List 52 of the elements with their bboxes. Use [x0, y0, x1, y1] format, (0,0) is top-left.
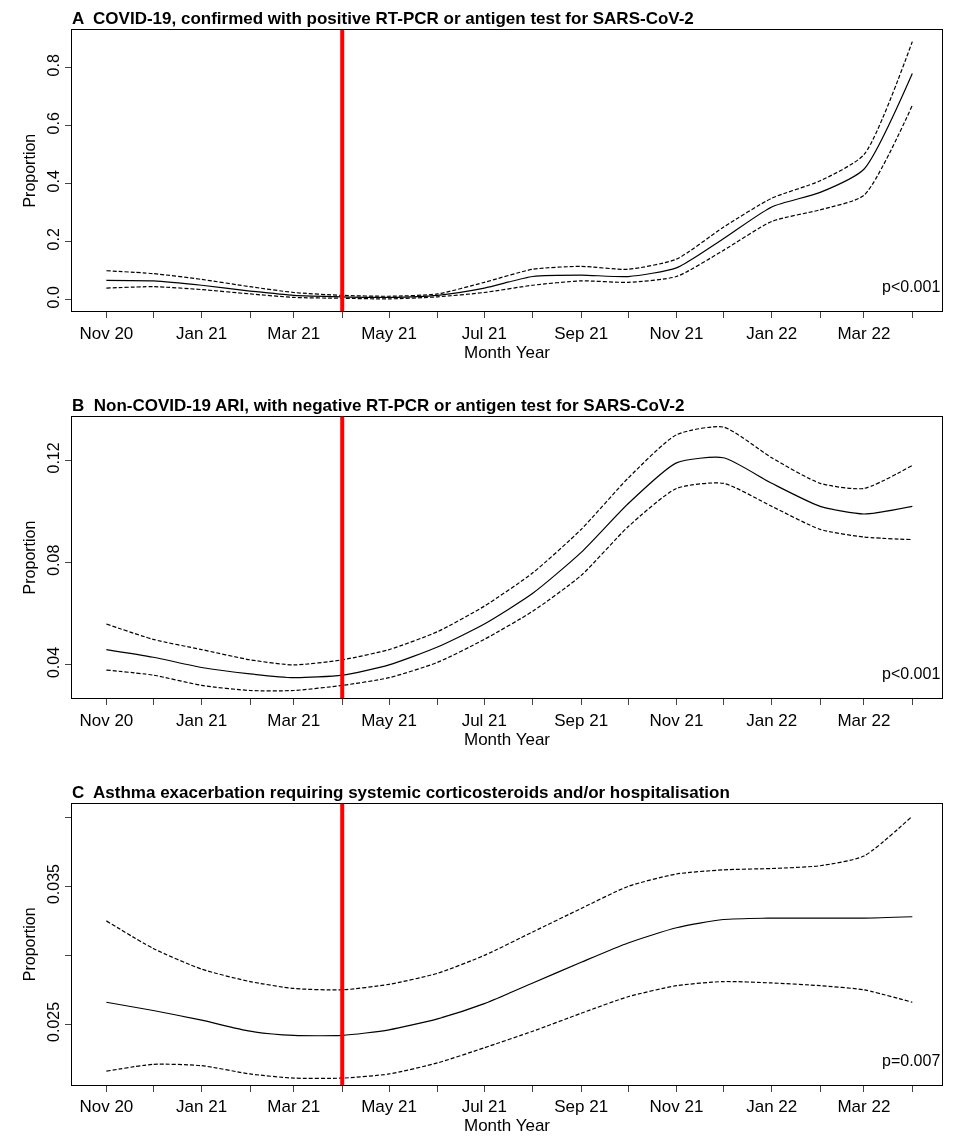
x-tick-label: Mar 21 — [267, 323, 321, 343]
x-axis-title: Month Year — [463, 1116, 551, 1136]
annotation: p=0.007 — [882, 1052, 941, 1069]
chart-title: C Asthma exacerbation requiring systemic corticosteroids and/or hospitalisation — [72, 783, 730, 802]
x-tick-label: Jul 21 — [461, 323, 508, 343]
x-tick-label: Jan 21 — [176, 323, 228, 343]
x-tick-label: Nov 20 — [79, 710, 134, 730]
line-series — [105, 916, 913, 1037]
x-tick-label: Mar 22 — [837, 1097, 891, 1117]
x-tick-label: Mar 22 — [837, 323, 891, 343]
x-tick-label: Mar 22 — [837, 710, 891, 730]
annotation: p<0.001 — [882, 278, 941, 295]
line-series — [105, 426, 913, 666]
y-tick-label: 0.2 — [44, 228, 62, 251]
x-axis-title: Month Year — [463, 729, 551, 749]
line-series — [105, 815, 913, 991]
x-tick-label: May 21 — [361, 1097, 417, 1117]
x-tick-label: Nov 21 — [649, 710, 704, 730]
y-axis-title: Proportion — [21, 520, 39, 595]
x-tick-label: Nov 21 — [649, 1097, 704, 1117]
x-tick-label: Jan 22 — [746, 710, 798, 730]
x-axis-title: Month Year — [463, 342, 551, 362]
y-tick-label: 0.4 — [44, 170, 62, 193]
chart-title: B Non-COVID-19 ARI, with negative RT-PCR or antigen test for SARS-CoV-2 — [72, 396, 685, 415]
x-tick-label: Jul 21 — [461, 710, 508, 730]
x-tick-label: Jan 22 — [746, 323, 798, 343]
x-tick-label: May 21 — [361, 710, 417, 730]
y-tick-label: 0.08 — [44, 544, 62, 576]
x-tick-label: Nov 20 — [79, 1097, 134, 1117]
y-axis-title: Proportion — [21, 133, 39, 208]
x-tick-label: Sep 21 — [554, 323, 609, 343]
x-tick-label: Jan 22 — [746, 1097, 798, 1117]
x-tick-label: Jan 21 — [176, 1097, 228, 1117]
chart-title: A COVID-19, confirmed with positive RT-PCR or antigen test for SARS-CoV-2 — [72, 9, 694, 28]
y-tick-label: 0.12 — [44, 442, 62, 474]
x-tick-label: Mar 21 — [267, 1097, 321, 1117]
x-tick-label: Sep 21 — [554, 710, 609, 730]
x-tick-label: Jan 21 — [176, 710, 228, 730]
y-tick-label: 0.04 — [44, 646, 62, 679]
y-tick-label: 0.8 — [44, 54, 62, 77]
x-tick-label: May 21 — [361, 323, 417, 343]
y-axis-title: Proportion — [21, 907, 39, 982]
x-tick-label: Nov 20 — [79, 323, 134, 343]
y-tick-label: 0.0 — [44, 286, 62, 309]
y-tick-label: 0.025 — [44, 1001, 62, 1042]
x-tick-label: Sep 21 — [554, 1097, 609, 1117]
x-tick-label: Mar 21 — [267, 710, 321, 730]
x-tick-label: Nov 21 — [649, 323, 704, 343]
x-tick-label: Jul 21 — [461, 1097, 508, 1117]
y-tick-label: 0.6 — [44, 112, 62, 135]
y-tick-label: 0.035 — [44, 863, 62, 905]
annotation: p<0.001 — [882, 665, 941, 682]
